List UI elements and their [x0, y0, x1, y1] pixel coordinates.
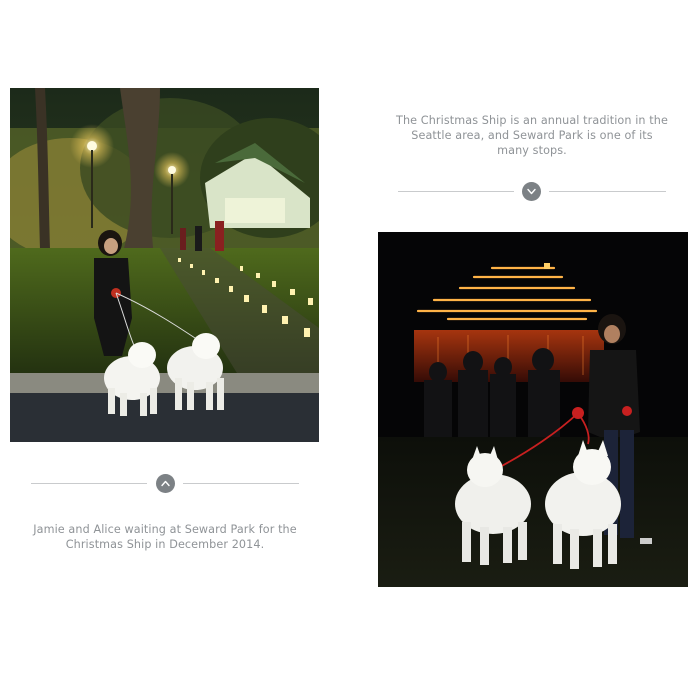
- divider-down: [398, 182, 666, 202]
- divider-line-left: [398, 191, 514, 192]
- caption-jamie-and-alice: Jamie and Alice waiting at Seward Park f…: [33, 523, 297, 551]
- divider-line-right: [183, 483, 299, 484]
- chevron-up-icon[interactable]: [156, 474, 175, 493]
- park-path-scene: [10, 88, 319, 442]
- photo-dogs-park-path[interactable]: [10, 88, 319, 442]
- photo-dogs-christmas-ship[interactable]: [378, 232, 688, 587]
- chevron-down-glyph: [527, 188, 536, 195]
- divider-up: [31, 474, 299, 494]
- christmas-ship-scene: [378, 232, 688, 587]
- divider-line-left: [31, 483, 147, 484]
- divider-line-right: [549, 191, 666, 192]
- chevron-up-glyph: [161, 480, 170, 487]
- chevron-down-icon[interactable]: [522, 182, 541, 201]
- caption-christmas-ship: The Christmas Ship is an annual traditio…: [396, 114, 668, 157]
